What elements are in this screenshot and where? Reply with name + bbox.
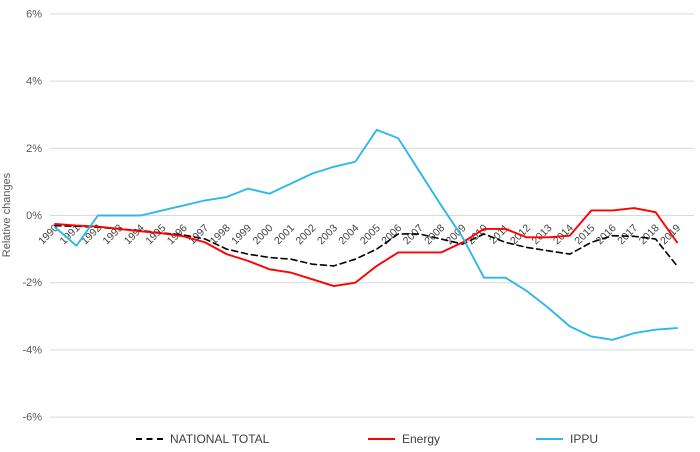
x-axis-year-label: 1998 [208,222,233,247]
x-axis-year-label: 1999 [229,222,254,247]
x-axis-year-label: 2002 [294,222,319,247]
x-axis-year-label: 2014 [551,222,576,247]
legend-label-energy: Energy [402,432,441,446]
legend-item-ippu: IPPU [536,430,598,448]
x-axis-year-label: 2004 [336,222,361,247]
y-tick-label: -4% [22,344,42,356]
y-tick-label: 2% [26,143,42,155]
y-tick-label: -2% [22,277,42,289]
x-axis-year-label: 2010 [465,222,490,247]
x-axis-year-label: 2017 [615,222,640,247]
x-axis-year-label: 2008 [422,222,447,247]
dashed-line-swatch-icon [136,438,163,440]
x-axis-year-label: 2005 [358,222,383,247]
series-line-energy [54,207,678,288]
x-axis-year-label: 2000 [251,222,276,247]
x-axis-year-label: 2018 [637,222,662,247]
y-tick-label: 0% [26,210,42,222]
y-tick-label: 4% [26,76,42,88]
red-line-swatch-icon [368,438,395,440]
x-axis-year-label: 2015 [572,222,597,247]
x-axis-year-label: 2001 [272,222,297,247]
x-axis-year-label: 2003 [315,222,340,247]
y-tick-label: -6% [22,412,42,424]
x-axis-year-label: 2013 [529,222,554,247]
x-axis-year-label: 1994 [122,222,147,247]
legend-item-national-total: NATIONAL TOTAL [136,430,269,448]
blue-line-swatch-icon [536,438,563,440]
series-line-ippu [54,128,678,341]
x-axis-year-label: 1993 [100,222,125,247]
x-axis-year-label: 2006 [379,222,404,247]
legend: NATIONAL TOTAL Energy IPPU [0,430,700,450]
legend-label-ippu: IPPU [570,432,599,446]
legend-item-energy: Energy [368,430,440,448]
legend-label-national-total: NATIONAL TOTAL [170,432,270,446]
x-axis-year-label: 2016 [594,222,619,247]
y-tick-label: 6% [26,8,42,20]
